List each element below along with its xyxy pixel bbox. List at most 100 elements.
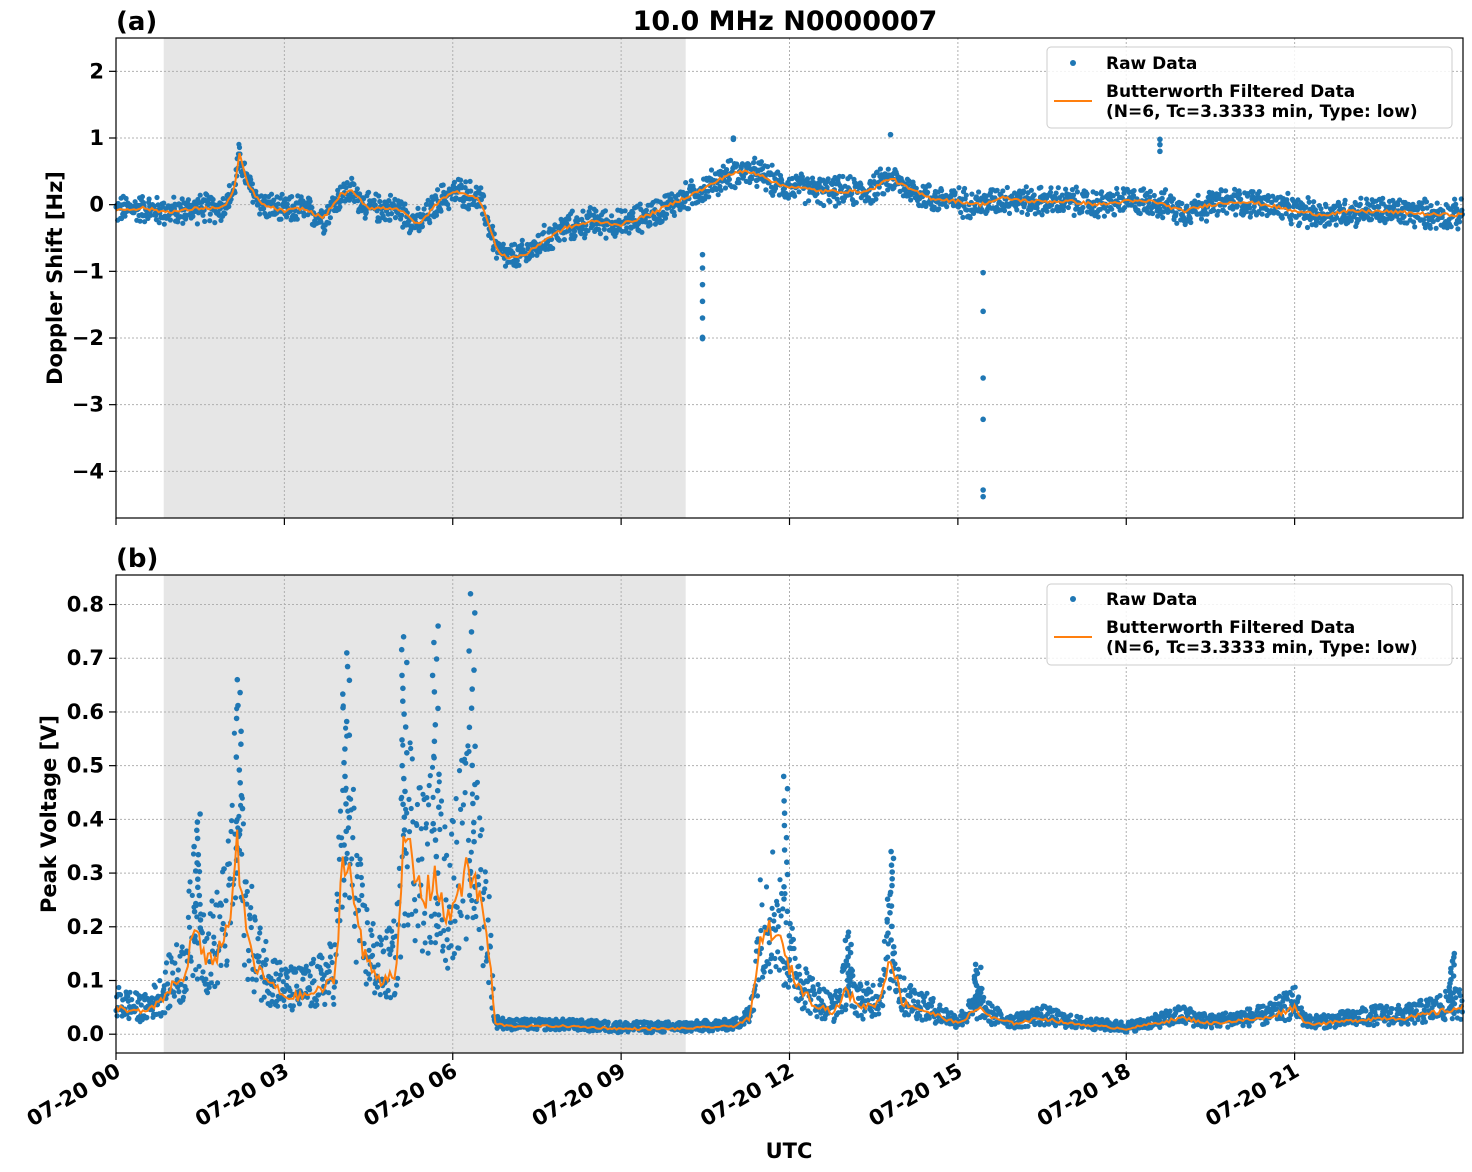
raw-point — [1215, 208, 1221, 214]
raw-point — [1237, 191, 1243, 197]
raw-point — [261, 947, 267, 953]
raw-point — [1182, 221, 1188, 228]
raw-point — [897, 974, 903, 980]
raw-point — [1216, 192, 1222, 198]
raw-point — [221, 866, 227, 872]
raw-point — [368, 927, 374, 933]
raw-point — [206, 931, 212, 937]
raw-point — [155, 202, 161, 208]
raw-point — [1061, 1012, 1067, 1018]
raw-point — [602, 208, 609, 214]
raw-point — [772, 927, 779, 933]
raw-point — [1428, 996, 1434, 1002]
raw-point — [1095, 214, 1101, 220]
raw-point — [1006, 210, 1013, 216]
raw-point — [1243, 209, 1249, 215]
raw-point — [907, 993, 913, 999]
raw-point — [372, 990, 378, 996]
raw-point — [209, 898, 215, 904]
raw-point — [389, 211, 395, 217]
raw-point — [458, 912, 464, 919]
raw-point — [1070, 192, 1077, 198]
raw-outlier — [699, 265, 706, 271]
raw-point — [905, 1012, 912, 1018]
raw-point — [247, 916, 253, 922]
raw-point — [1363, 196, 1370, 202]
raw-point — [348, 796, 354, 802]
raw-spike-point — [194, 860, 200, 866]
raw-point — [685, 206, 692, 212]
raw-point — [705, 188, 711, 194]
raw-point — [263, 938, 269, 945]
raw-point — [477, 833, 483, 839]
raw-point — [388, 947, 394, 954]
raw-spike-point — [235, 702, 241, 709]
raw-point — [839, 1009, 845, 1015]
raw-point — [1380, 195, 1386, 201]
raw-point — [963, 192, 969, 198]
raw-point — [495, 1013, 501, 1020]
raw-point — [208, 971, 214, 977]
raw-point — [799, 174, 806, 180]
raw-point — [1398, 219, 1404, 225]
raw-point — [937, 1002, 943, 1008]
raw-point — [876, 1011, 882, 1017]
raw-point — [385, 987, 391, 994]
raw-point — [637, 201, 643, 207]
raw-point — [1270, 193, 1276, 199]
raw-point — [1266, 194, 1272, 200]
raw-point — [1251, 204, 1257, 210]
raw-point — [994, 187, 1000, 193]
raw-point — [284, 974, 290, 981]
raw-point — [405, 922, 411, 928]
raw-point — [311, 978, 317, 984]
raw-point — [255, 936, 261, 942]
raw-point — [894, 987, 900, 993]
raw-point — [465, 743, 471, 749]
raw-point — [802, 1000, 808, 1006]
raw-point — [1133, 1028, 1139, 1034]
raw-point — [811, 987, 817, 993]
raw-point — [875, 191, 881, 197]
raw-point — [326, 990, 332, 996]
raw-point — [728, 157, 734, 163]
raw-point — [282, 1003, 288, 1010]
raw-point — [186, 888, 192, 894]
raw-spike-point — [468, 629, 475, 635]
raw-point — [239, 173, 245, 179]
raw-point — [601, 226, 607, 232]
raw-point — [804, 970, 810, 976]
raw-point — [1288, 221, 1294, 227]
raw-point — [809, 175, 816, 181]
raw-point — [404, 864, 410, 870]
raw-point — [691, 187, 697, 193]
raw-spike-point — [434, 787, 441, 794]
panel-a-raw-data — [113, 131, 1465, 500]
raw-point — [419, 856, 425, 862]
raw-point — [256, 953, 262, 960]
raw-point — [487, 944, 493, 950]
raw-point — [232, 895, 239, 901]
raw-point — [1047, 189, 1054, 195]
raw-point — [376, 218, 382, 224]
raw-point — [782, 891, 788, 897]
raw-point — [877, 166, 884, 172]
raw-point — [780, 906, 786, 912]
raw-point — [447, 862, 453, 868]
raw-spike-point — [195, 884, 201, 891]
raw-spike-point — [340, 705, 346, 711]
raw-point — [187, 879, 193, 885]
raw-point — [802, 987, 808, 993]
raw-point — [1283, 211, 1289, 217]
raw-point — [280, 979, 286, 985]
raw-point — [476, 926, 482, 933]
raw-point — [1046, 1021, 1052, 1027]
raw-point — [177, 953, 183, 959]
raw-point — [175, 967, 181, 973]
raw-spike-point — [432, 837, 439, 843]
raw-point — [1238, 196, 1244, 202]
raw-point — [1025, 1023, 1031, 1029]
raw-point — [1423, 199, 1430, 205]
raw-point — [284, 201, 290, 207]
raw-point — [964, 207, 970, 213]
